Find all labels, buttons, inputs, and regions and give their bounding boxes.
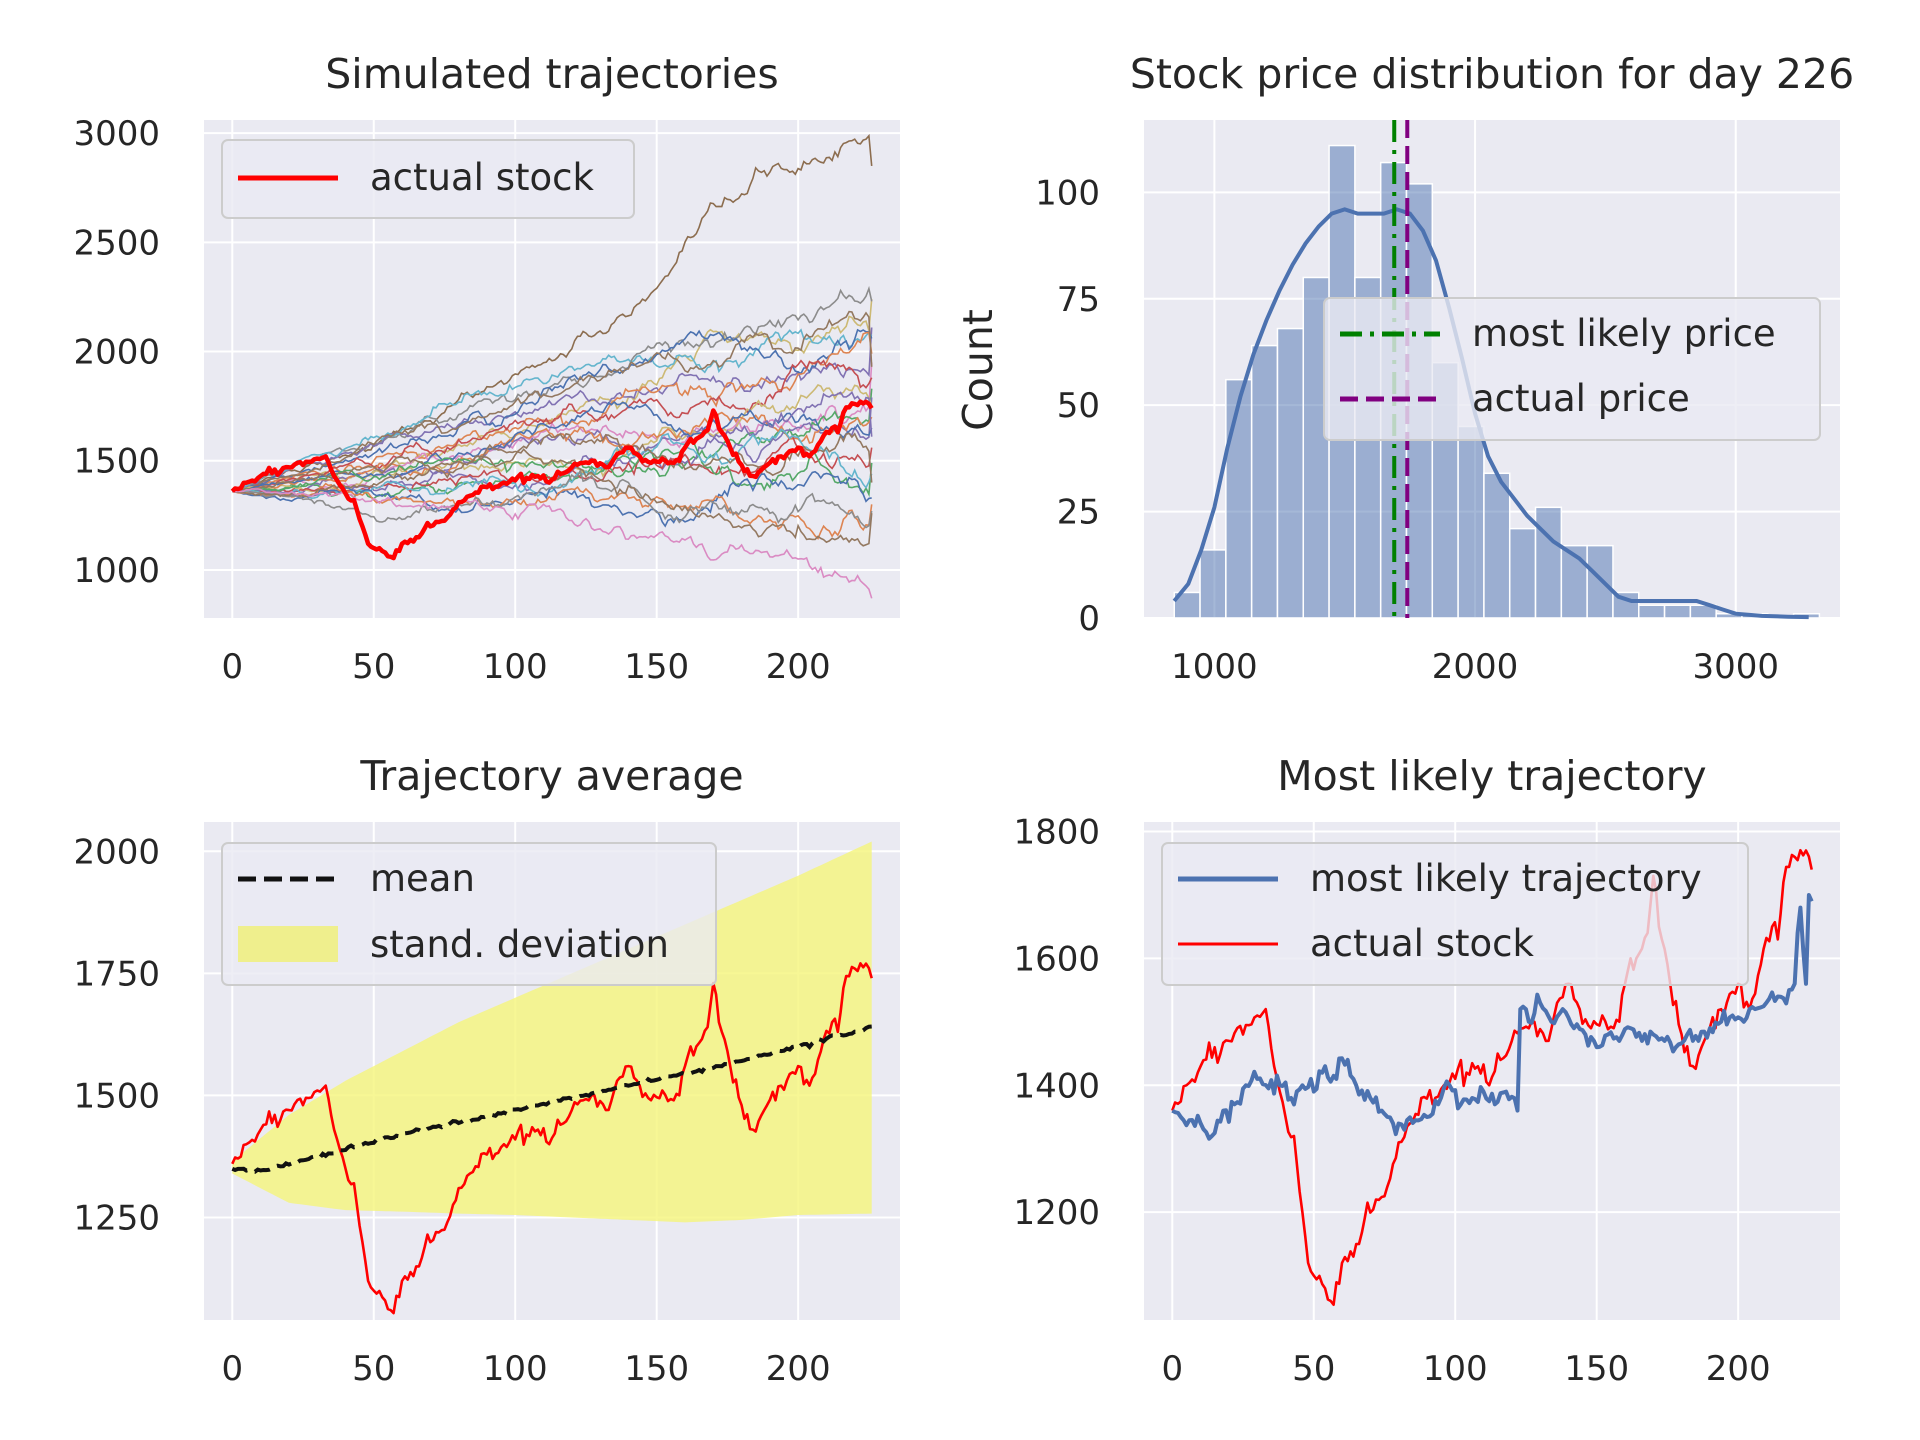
average-y-tick-label: 2000 <box>73 832 160 872</box>
most-likely-legend-trajectory-label: most likely trajectory <box>1310 857 1702 900</box>
distribution-histogram-bar <box>1508 527 1537 619</box>
trajectory-average-panel: 0 50 100 150 200 1250 1500 1750 2000 Trajectory… <box>73 752 900 1389</box>
most-likely-legend: most likely trajectory actual stock <box>1161 842 1749 986</box>
distribution-ylabel: Count <box>954 309 1002 431</box>
simulated-x-tick-label: 0 <box>221 647 243 687</box>
simulated-y-tick-label: 3000 <box>73 114 160 154</box>
average-legend-box <box>221 842 717 986</box>
average-y-tick-label: 1750 <box>73 954 160 994</box>
simulated-y-tick-label: 1000 <box>73 551 160 591</box>
most-likely-legend-actual-label: actual stock <box>1310 922 1534 965</box>
distribution-y-tick-label: 50 <box>1057 386 1100 426</box>
simulated-x-tick-label: 100 <box>483 647 548 687</box>
simulated-trajectory-line <box>232 285 873 493</box>
simulated-trajectory-line <box>232 299 873 493</box>
average-x-tick-label: 0 <box>221 1349 243 1389</box>
simulated-trajectory-line <box>232 482 873 540</box>
simulated-trajectories-panel: 0 50 100 150 200 1000 1500 2000 2500 3000 Simula… <box>73 50 900 687</box>
simulated-actual-stock-line <box>230 399 874 561</box>
average-x-tick-label: 150 <box>624 1349 689 1389</box>
most-likely-y-tick-label: 1400 <box>1013 1066 1100 1106</box>
simulated-x-tick-label: 200 <box>766 647 831 687</box>
distribution-panel: 1000 2000 3000 0 25 50 75 100 Stock price dist… <box>954 50 1854 687</box>
simulated-trajectory-line <box>231 328 873 493</box>
simulated-legend: actual stock <box>221 139 635 219</box>
simulated-trajectory-line <box>232 470 872 528</box>
simulated-title: Simulated trajectories <box>325 50 778 98</box>
most-likely-y-tick-label: 1600 <box>1013 939 1100 979</box>
most-likely-legend-box <box>1161 842 1749 986</box>
most-likely-x-tick-label: 50 <box>1292 1349 1335 1389</box>
distribution-y-tick-label: 25 <box>1057 493 1100 533</box>
most-likely-actual-stock-line <box>1171 848 1813 1306</box>
average-y-tick-label: 1500 <box>73 1076 160 1116</box>
distribution-histogram-bar <box>1638 604 1666 619</box>
distribution-legend: most likely price actual price <box>1323 297 1821 441</box>
distribution-title: Stock price distribution for day 226 <box>1130 50 1854 98</box>
simulated-trajectory-line <box>232 359 873 493</box>
distribution-histogram-bar <box>1663 604 1692 619</box>
most-likely-trajectory-panel: 0 50 100 150 200 1200 1400 1600 1800 Most likel… <box>1013 752 1840 1389</box>
average-legend: mean stand. deviation <box>221 842 717 986</box>
most-likely-y-tick-label: 1200 <box>1013 1193 1100 1233</box>
distribution-histogram-bar <box>1225 378 1253 619</box>
average-title: Trajectory average <box>359 752 743 800</box>
distribution-histogram-bar <box>1560 544 1588 619</box>
distribution-histogram-bar <box>1457 425 1485 619</box>
distribution-x-tick-label: 1000 <box>1171 647 1258 687</box>
simulated-trajectory-line <box>232 384 873 493</box>
simulated-trajectory-line <box>231 133 873 493</box>
most-likely-y-tick-label: 1800 <box>1013 813 1100 853</box>
distribution-histogram-bar <box>1483 472 1511 619</box>
distribution-histogram-bar <box>1534 506 1563 619</box>
simulated-trajectory-line <box>232 488 873 599</box>
most-likely-x-tick-label: 150 <box>1564 1349 1629 1389</box>
most-likely-x-tick-label: 100 <box>1423 1349 1488 1389</box>
simulated-legend-actual-stock-label: actual stock <box>370 156 594 199</box>
simulated-legend-box <box>221 139 635 219</box>
simulated-trajectory-line <box>232 310 873 493</box>
average-x-tick-label: 200 <box>766 1349 831 1389</box>
distribution-histogram-bar <box>1276 327 1305 619</box>
average-x-tick-label: 50 <box>352 1349 395 1389</box>
distribution-y-tick-label: 75 <box>1057 280 1100 320</box>
simulated-trajectory-line <box>232 468 873 529</box>
distribution-histogram-bar <box>1250 344 1279 619</box>
average-x-tick-label: 100 <box>483 1349 548 1389</box>
simulated-trajectory-line <box>232 328 873 493</box>
average-y-tick-label: 1250 <box>73 1198 160 1238</box>
most-likely-trajectory-line <box>1171 893 1814 1141</box>
simulated-x-tick-label: 50 <box>352 647 395 687</box>
average-legend-std-label: stand. deviation <box>370 923 669 966</box>
distribution-histogram-bar <box>1586 544 1614 619</box>
average-actual-stock-line <box>231 962 873 1315</box>
distribution-x-tick-label: 3000 <box>1692 647 1779 687</box>
most-likely-x-tick-label: 0 <box>1161 1349 1183 1389</box>
simulated-x-tick-label: 150 <box>624 647 689 687</box>
most-likely-x-tick-label: 200 <box>1706 1349 1771 1389</box>
simulated-trajectory-line <box>232 397 873 494</box>
average-legend-mean-label: mean <box>370 857 475 900</box>
most-likely-title: Most likely trajectory <box>1277 752 1706 800</box>
simulated-trajectory-line <box>232 401 873 493</box>
simulated-y-tick-label: 1500 <box>73 442 160 482</box>
distribution-y-tick-label: 0 <box>1078 599 1100 639</box>
simulated-y-tick-label: 2500 <box>73 223 160 263</box>
distribution-legend-actual-price-label: actual price <box>1472 377 1690 420</box>
distribution-histogram-bar <box>1199 549 1227 619</box>
average-mean-line <box>231 1024 872 1174</box>
distribution-y-tick-label: 100 <box>1035 173 1100 213</box>
distribution-x-tick-label: 2000 <box>1432 647 1519 687</box>
average-legend-std-swatch <box>238 926 338 962</box>
simulated-y-tick-label: 2000 <box>73 333 160 373</box>
distribution-legend-box <box>1323 297 1821 441</box>
distribution-legend-most-likely-label: most likely price <box>1472 312 1776 355</box>
